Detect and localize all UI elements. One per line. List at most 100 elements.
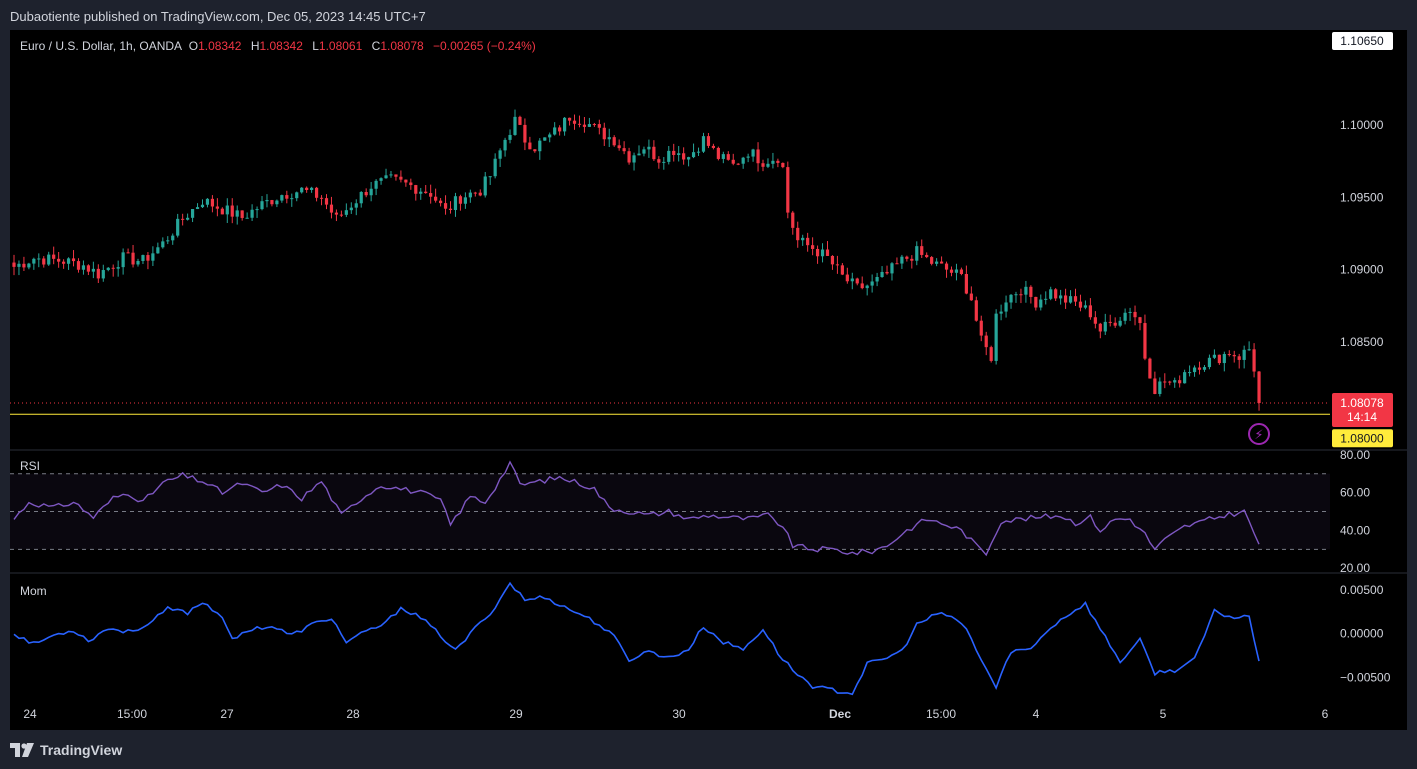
candle-body [647, 146, 651, 150]
candle-body [1197, 367, 1202, 370]
candle-body [1024, 286, 1028, 295]
candle-body [270, 200, 274, 205]
candle-body [463, 197, 467, 204]
candle-body [443, 203, 448, 209]
candle-body [835, 264, 840, 266]
candle-body [1178, 380, 1182, 384]
candle-body [910, 258, 914, 261]
rsi-axis-tick: 60.00 [1340, 486, 1370, 500]
last-price-badge-value: 1.08078 [1340, 396, 1384, 410]
mom-line [13, 581, 1260, 696]
time-axis-tick: 24 [23, 707, 37, 721]
rsi-pane-label[interactable]: RSI [20, 459, 41, 473]
candle-body [344, 210, 348, 215]
time-axis-tick: 28 [346, 707, 360, 721]
candle-body [1009, 294, 1013, 303]
candle-body [101, 270, 105, 279]
time-axis-tick: Dec [829, 707, 851, 721]
candle-body [1034, 296, 1038, 308]
candle-body [71, 258, 76, 262]
candle-body [176, 218, 180, 236]
publish-header: Dubaotiente published on TradingView.com… [10, 8, 426, 28]
candle-body [210, 198, 215, 207]
candle-body [855, 278, 859, 284]
candle-body [190, 209, 195, 218]
candle-body [994, 313, 998, 361]
candle-body [42, 258, 46, 265]
candle-body [1257, 371, 1261, 404]
candle-body [1168, 381, 1172, 383]
top-price-badge-text: 1.10650 [1340, 34, 1384, 48]
candle-body [1108, 321, 1112, 323]
candle-body [860, 283, 864, 289]
candle-body [265, 200, 269, 202]
candle-body [1004, 302, 1008, 312]
footer-brand[interactable]: TradingView [40, 742, 123, 758]
candle-body [1059, 295, 1063, 299]
candle-body [166, 240, 170, 242]
candle-body [96, 268, 100, 279]
candle-body [885, 271, 889, 274]
candle-body [548, 134, 552, 138]
candle-body [696, 151, 701, 153]
price-axis-tick: 1.09500 [1340, 190, 1384, 204]
legend-open-value: 1.08342 [198, 39, 242, 53]
candle-body [687, 157, 691, 160]
candle-body [1103, 321, 1107, 332]
last-price-badge [1332, 393, 1393, 428]
candle-body [255, 209, 259, 211]
candle-body [543, 137, 547, 141]
candle-body [1237, 356, 1241, 360]
rsi-axis-tick: 20.00 [1340, 561, 1370, 575]
candle-body [825, 249, 830, 256]
legend-low-label: L [312, 39, 319, 53]
candle-body [300, 187, 304, 193]
candle-body [1098, 323, 1102, 332]
lightning-icon[interactable]: ⚡ [1248, 423, 1270, 445]
time-axis-tick: 15:00 [117, 707, 147, 721]
tradingview-logo-icon[interactable] [10, 743, 34, 757]
legend-symbol[interactable]: Euro / U.S. Dollar, 1h, OANDA [20, 39, 183, 53]
publish-header-text: Dubaotiente published on TradingView.com… [10, 9, 426, 24]
candle-body [290, 198, 294, 200]
candle-body [22, 263, 26, 268]
candle-body [369, 188, 373, 196]
price-axis-tick: 1.10000 [1340, 118, 1384, 132]
candle-body [379, 178, 383, 181]
candle-body [1202, 367, 1207, 370]
candle-body [409, 182, 413, 186]
candle-body [111, 267, 115, 269]
candle-body [215, 206, 219, 209]
candle-body [319, 197, 324, 199]
candle-body [394, 174, 398, 177]
candle-body [880, 271, 884, 277]
candle-body [969, 293, 973, 301]
mom-pane-label[interactable]: Mom [20, 584, 47, 598]
candle-body [582, 124, 587, 127]
candle-body [1054, 289, 1058, 299]
candle-body [830, 255, 835, 265]
candle-body [62, 261, 66, 264]
mom-axis-tick: 0.00500 [1340, 583, 1384, 597]
candle-body [895, 263, 899, 265]
candle-body [334, 212, 339, 215]
legend-high-value: 1.08342 [259, 39, 303, 53]
candle-body [453, 196, 458, 211]
candle-body [1222, 354, 1226, 364]
candle-body [900, 256, 904, 264]
candle-body [414, 185, 418, 194]
footer: TradingView [10, 740, 122, 760]
candle-body [146, 255, 150, 261]
candle-body [954, 269, 959, 273]
candle-body [156, 247, 160, 254]
candle-body [310, 187, 314, 190]
candle-body [538, 140, 542, 152]
candle-body [354, 203, 358, 208]
candle-body [771, 160, 775, 164]
candle-body [195, 207, 200, 210]
candle-body [1029, 286, 1033, 297]
candle-body [781, 162, 785, 168]
candle-body [761, 163, 765, 167]
candle-body [230, 205, 234, 217]
